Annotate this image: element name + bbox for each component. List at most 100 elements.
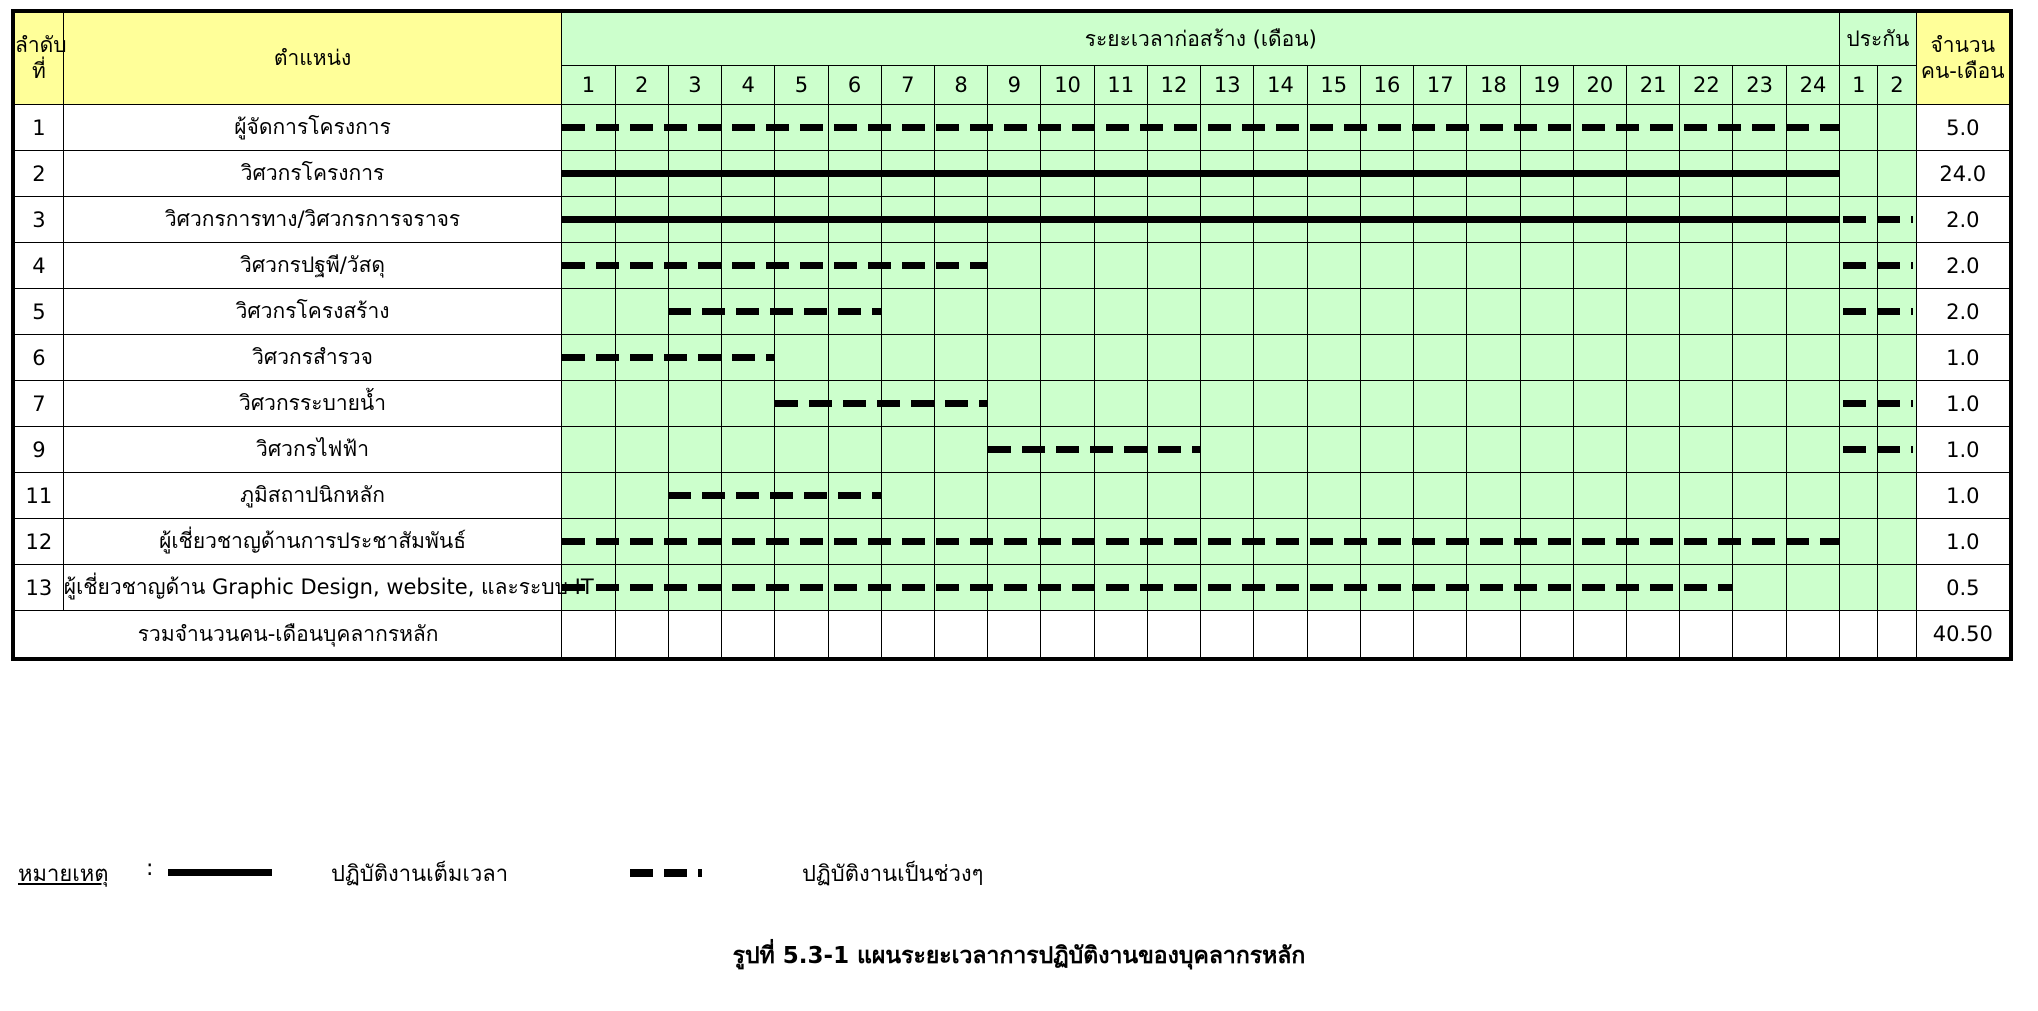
cell-month-1 [561, 196, 616, 243]
header-month-24: 24 [1785, 65, 1841, 105]
cell-month-8 [933, 380, 989, 427]
cell-guarantee-2 [1877, 380, 1917, 427]
cell-month-10 [1040, 518, 1095, 565]
cell-month-9 [987, 288, 1042, 335]
cell-month-8 [933, 426, 989, 473]
cell-month-19 [1519, 334, 1574, 381]
row-position: วิศวกรสำรวจ [62, 334, 563, 381]
cell-month-22 [1679, 564, 1734, 611]
cell-month-9 [987, 472, 1042, 519]
legend-solid-line-swatch [168, 869, 272, 876]
cell-guarantee-1 [1839, 380, 1879, 427]
cell-month-7 [880, 242, 935, 289]
cell-month-17 [1413, 380, 1468, 427]
cell-month-11 [1093, 564, 1148, 611]
cell-month-19 [1519, 472, 1574, 519]
cell-guarantee-1 [1839, 564, 1879, 611]
total-cell-month-8 [933, 610, 989, 658]
cell-month-15 [1306, 150, 1361, 197]
cell-guarantee-2 [1877, 150, 1917, 197]
cell-month-18 [1466, 196, 1521, 243]
table-header-row-top: ลำดับ ที่ ตำแหน่ง ระยะเวลาก่อสร้าง (เดือน) ป… [14, 12, 2011, 105]
cell-guarantee-1 [1839, 242, 1879, 289]
cell-month-23 [1732, 196, 1787, 243]
header-person-months: จำนวน คน-เดือน [1915, 12, 2011, 105]
cell-month-17 [1413, 426, 1468, 473]
cell-month-12 [1146, 380, 1202, 427]
header-month-21: 21 [1626, 65, 1681, 105]
cell-month-7 [880, 288, 935, 335]
cell-month-15 [1306, 472, 1361, 519]
cell-month-4 [721, 150, 776, 197]
table-row: 4 วิศวกรปฐพี/วัสดุ 2.0 [14, 242, 2011, 289]
cell-month-8 [933, 564, 989, 611]
cell-month-5 [774, 334, 829, 381]
total-cell-month-24 [1785, 610, 1841, 658]
legend-dashed-label: ปฏิบัติงานเป็นช่วงๆ [802, 862, 984, 887]
cell-month-12 [1146, 518, 1202, 565]
row-position: วิศวกรโครงการ [62, 150, 563, 197]
cell-month-4 [721, 334, 776, 381]
cell-month-15 [1306, 334, 1361, 381]
cell-month-20 [1572, 288, 1628, 335]
cell-month-5 [774, 288, 829, 335]
cell-month-13 [1200, 564, 1255, 611]
cell-month-15 [1306, 242, 1361, 289]
row-person-months: 2.0 [1915, 288, 2011, 335]
cell-month-4 [721, 196, 776, 243]
cell-month-10 [1040, 426, 1095, 473]
cell-month-6 [827, 426, 882, 473]
total-cell-month-21 [1626, 610, 1681, 658]
cell-month-24 [1785, 150, 1841, 197]
header-month-9: 9 [987, 65, 1042, 105]
cell-month-3 [667, 380, 723, 427]
cell-month-17 [1413, 334, 1468, 381]
cell-month-5 [774, 380, 829, 427]
cell-month-19 [1519, 150, 1574, 197]
cell-month-1 [561, 426, 616, 473]
cell-month-5 [774, 518, 829, 565]
cell-month-4 [721, 380, 776, 427]
cell-month-9 [987, 150, 1042, 197]
header-month-13: 13 [1200, 65, 1255, 105]
cell-month-7 [880, 518, 935, 565]
row-person-months: 2.0 [1915, 196, 2011, 243]
total-cell-month-16 [1359, 610, 1415, 658]
total-label: รวมจำนวนคน-เดือนบุคลากรหลัก [13, 610, 563, 658]
cell-month-17 [1413, 150, 1468, 197]
cell-month-13 [1200, 104, 1255, 151]
cell-month-3 [667, 288, 723, 335]
cell-month-15 [1306, 104, 1361, 151]
cell-month-1 [561, 242, 616, 289]
cell-month-13 [1200, 426, 1255, 473]
table-total-row: รวมจำนวนคน-เดือนบุคลากรหลัก 40.50 [13, 610, 2011, 658]
cell-guarantee-1 [1839, 472, 1879, 519]
cell-month-6 [827, 196, 882, 243]
total-cell-month-2 [614, 610, 669, 658]
row-index: 4 [14, 242, 64, 289]
cell-month-11 [1093, 196, 1148, 243]
cell-month-18 [1466, 242, 1521, 289]
total-cell-month-4 [721, 610, 776, 658]
cell-month-22 [1679, 104, 1734, 151]
cell-month-16 [1359, 426, 1415, 473]
cell-month-8 [933, 334, 989, 381]
cell-month-4 [721, 564, 776, 611]
cell-month-3 [667, 196, 723, 243]
cell-month-14 [1253, 150, 1308, 197]
cell-month-2 [614, 288, 669, 335]
cell-guarantee-1 [1839, 196, 1879, 243]
cell-month-8 [933, 196, 989, 243]
cell-month-20 [1572, 334, 1628, 381]
cell-month-13 [1200, 150, 1255, 197]
header-month-22: 22 [1679, 65, 1734, 105]
cell-month-20 [1572, 564, 1628, 611]
table-row: 12 ผู้เชี่ยวชาญด้านการประชาสัมพันธ์ 1.0 [14, 518, 2011, 565]
cell-month-14 [1253, 242, 1308, 289]
cell-month-24 [1785, 426, 1841, 473]
cell-month-23 [1732, 288, 1787, 335]
total-cell-month-12 [1146, 610, 1202, 658]
cell-month-2 [614, 334, 669, 381]
row-index: 2 [14, 150, 64, 197]
cell-month-20 [1572, 242, 1628, 289]
